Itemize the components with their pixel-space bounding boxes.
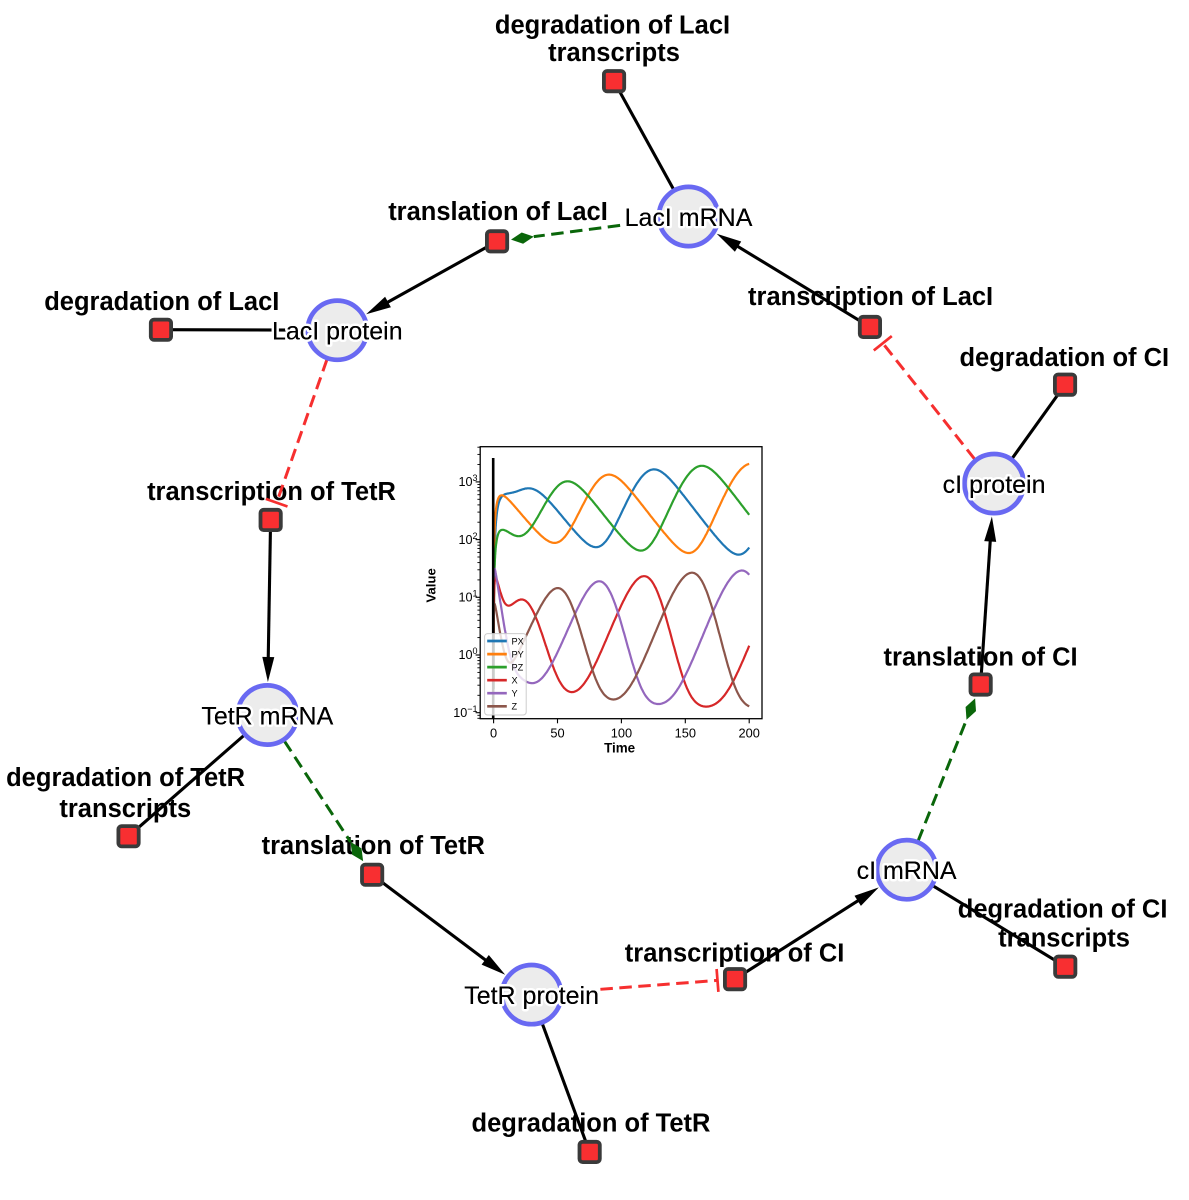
svg-text:cI mRNA: cI mRNA	[857, 857, 957, 885]
svg-text:LacI protein: LacI protein	[272, 318, 403, 346]
svg-text:transcription of LacI: transcription of LacI	[748, 283, 993, 311]
svg-text:degradation of CI: degradation of CI	[959, 344, 1169, 372]
svg-text:LacI mRNA: LacI mRNA	[625, 204, 753, 232]
svg-text:103: 103	[458, 473, 477, 489]
svg-text:Z: Z	[512, 702, 518, 712]
svg-text:transcripts: transcripts	[548, 39, 680, 67]
svg-text:degradation of TetR: degradation of TetR	[6, 764, 245, 792]
svg-text:PX: PX	[512, 636, 524, 646]
svg-text:10−1: 10−1	[453, 704, 477, 720]
svg-text:TetR mRNA: TetR mRNA	[201, 703, 333, 731]
svg-text:Value: Value	[424, 568, 439, 602]
svg-text:LacI protein: LacI protein	[272, 318, 403, 346]
svg-text:PZ: PZ	[512, 663, 524, 673]
svg-text:cI protein: cI protein	[943, 471, 1046, 499]
svg-text:LacI mRNA: LacI mRNA	[625, 204, 753, 232]
svg-text:transcription of CI: transcription of CI	[625, 939, 845, 967]
svg-text:Y: Y	[512, 689, 518, 699]
svg-text:TetR protein: TetR protein	[464, 982, 599, 1010]
svg-text:100: 100	[458, 646, 477, 662]
svg-text:translation of LacI: translation of LacI	[388, 198, 608, 226]
svg-text:0: 0	[490, 725, 497, 740]
svg-text:degradation of LacI: degradation of LacI	[44, 288, 279, 316]
svg-text:200: 200	[739, 725, 760, 740]
svg-text:Time: Time	[604, 741, 635, 756]
svg-text:PY: PY	[512, 650, 524, 660]
svg-text:50: 50	[550, 725, 564, 740]
svg-text:TetR protein: TetR protein	[464, 982, 599, 1010]
svg-text:101: 101	[458, 589, 477, 605]
svg-text:degradation of TetR: degradation of TetR	[472, 1109, 711, 1137]
svg-text:102: 102	[458, 531, 477, 547]
svg-text:degradation of LacI: degradation of LacI	[495, 12, 730, 40]
svg-text:cI mRNA: cI mRNA	[857, 857, 957, 885]
svg-text:cI protein: cI protein	[943, 471, 1046, 499]
svg-text:X: X	[512, 676, 518, 686]
svg-text:translation of TetR: translation of TetR	[262, 832, 485, 860]
svg-text:100: 100	[611, 725, 632, 740]
svg-text:150: 150	[675, 725, 696, 740]
svg-text:TetR mRNA: TetR mRNA	[201, 703, 333, 731]
svg-text:degradation of CI: degradation of CI	[958, 895, 1168, 923]
